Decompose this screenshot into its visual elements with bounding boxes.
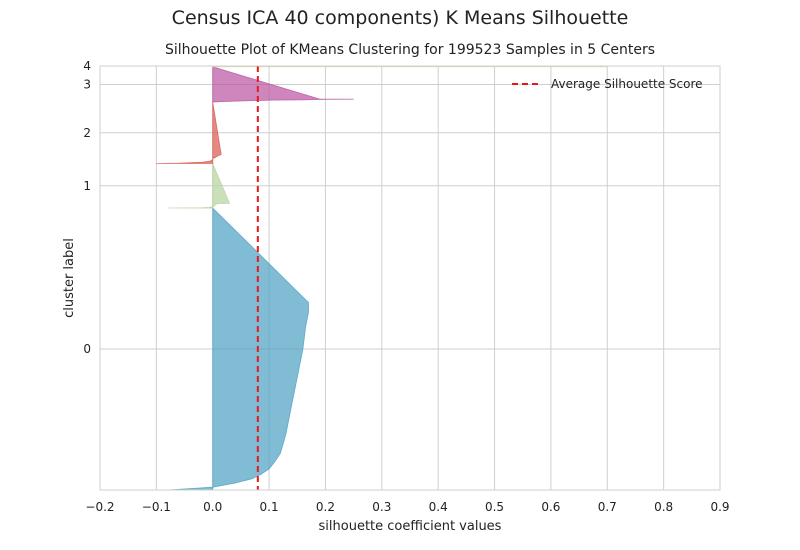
x-tick-label: −0.1 bbox=[142, 500, 171, 514]
x-tick-label: 0.4 bbox=[429, 500, 448, 514]
legend-entry-label: Average Silhouette Score bbox=[551, 77, 703, 91]
legend: Average Silhouette Score bbox=[512, 77, 703, 91]
x-tick-labels: −0.2 −0.1 0.0 0.1 0.2 0.3 0.4 0.5 0.6 0.7 0.8 0.9 bbox=[85, 500, 729, 514]
cluster-0-silhouette bbox=[167, 207, 309, 491]
x-tick-label: 0.5 bbox=[485, 500, 504, 514]
y-tick-label: 3 bbox=[83, 77, 91, 91]
x-tick-label: 0.0 bbox=[203, 500, 222, 514]
y-tick-label: 2 bbox=[83, 126, 91, 140]
x-tick-label: 0.7 bbox=[598, 500, 617, 514]
cluster-2-silhouette bbox=[156, 101, 222, 164]
grid bbox=[99, 65, 721, 490]
x-tick-label: 0.3 bbox=[372, 500, 391, 514]
x-tick-label: −0.2 bbox=[85, 500, 114, 514]
x-tick-label: 0.1 bbox=[260, 500, 279, 514]
y-tick-label: 4 bbox=[83, 59, 91, 73]
cluster-3-silhouette bbox=[211, 66, 354, 104]
chart-title: Silhouette Plot of KMeans Clustering for… bbox=[164, 42, 656, 58]
x-axis-label: silhouette coefficient values bbox=[319, 519, 502, 534]
y-tick-label: 1 bbox=[83, 179, 91, 193]
x-tick-label: 0.8 bbox=[654, 500, 673, 514]
x-tick-label: 0.6 bbox=[541, 500, 560, 514]
x-tick-label: 0.2 bbox=[316, 500, 335, 514]
y-tick-labels: 0 1 2 3 4 bbox=[83, 59, 91, 356]
cluster-1-silhouette bbox=[167, 163, 231, 209]
y-axis-label: cluster label bbox=[62, 238, 77, 318]
x-tick-label: 0.9 bbox=[710, 500, 729, 514]
plot-frame bbox=[99, 65, 721, 491]
y-tick-label: 0 bbox=[83, 342, 91, 356]
figure-suptitle: Census ICA 40 components) K Means Silhou… bbox=[171, 7, 629, 29]
